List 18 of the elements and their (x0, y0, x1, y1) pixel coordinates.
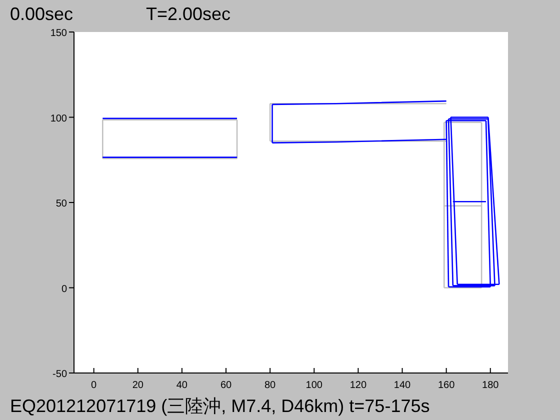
x-tick-label: 160 (438, 380, 456, 391)
subtitle: T=2.00sec (146, 4, 231, 24)
x-tick-label: 20 (132, 380, 144, 391)
annotation: EQ201212071719 (三陸沖, M7.4, D46km) t=75-175s (10, 396, 430, 416)
title: 0.00sec (10, 4, 74, 24)
x-tick-label: 0 (91, 380, 98, 391)
x-tick-label: 180 (482, 380, 500, 391)
x-tick-label: 80 (264, 380, 276, 391)
y-tick-label: 0 (61, 284, 68, 295)
y-tick-label: -50 (52, 369, 68, 380)
x-tick-label: 40 (176, 380, 188, 391)
x-tick-label: 140 (394, 380, 412, 391)
x-tick-label: 100 (306, 380, 323, 391)
y-tick-label: 150 (50, 28, 68, 39)
x-tick-label: 60 (220, 380, 232, 391)
y-tick-label: 50 (56, 198, 68, 210)
y-tick-label: 100 (50, 113, 68, 124)
x-tick-label: 120 (350, 380, 367, 391)
